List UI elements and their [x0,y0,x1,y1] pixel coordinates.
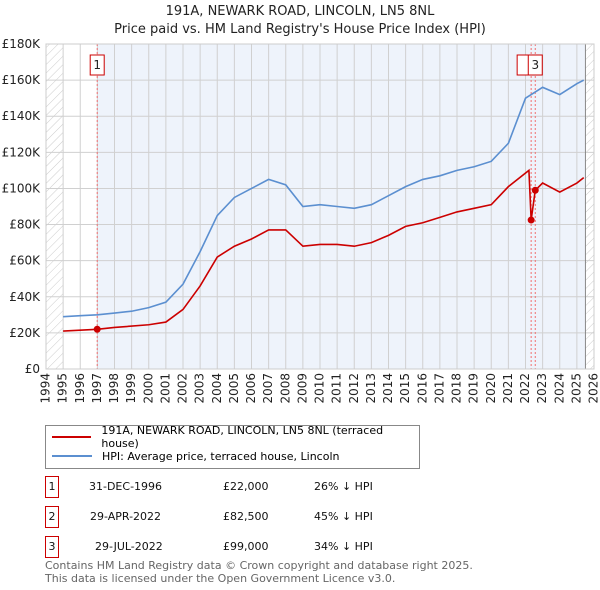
x-tick-label: 1997 [90,373,104,404]
legend: 191A, NEWARK ROAD, LINCOLN, LN5 8NL (ter… [45,424,420,469]
x-tick-label: 2014 [381,373,395,404]
transaction-hpi: 45% ↓ HPI [314,510,373,523]
transaction-badge: 1 [45,476,59,498]
sale-point [531,186,539,194]
x-tick-label: 1995 [56,373,70,404]
y-tick-label: £140K [2,109,42,123]
transaction-row: 2 29-APR-2022 £82,500 45% ↓ HPI [45,506,545,528]
hatch-left [46,44,64,369]
x-tick-label: 2015 [398,373,412,404]
footer-copyright: Contains HM Land Registry data © Crown c… [45,559,473,572]
y-tick-label: £60K [9,254,41,268]
chart-subtitle: Price paid vs. HM Land Registry's House … [114,22,486,37]
x-tick-label: 2017 [432,373,446,404]
plot-border [45,43,595,370]
hatch-right [585,44,594,369]
transaction-price: £22,000 [223,480,269,493]
x-tick-label: 2006 [244,373,258,404]
x-tick-label: 2022 [518,373,532,404]
x-tick-label: 2019 [467,373,481,404]
sale-badge-label: 3 [531,58,539,72]
y-tick-label: £0 [25,362,40,376]
series-line [63,79,585,318]
x-tick-label: 2024 [552,373,566,404]
transaction-date: 29-APR-2022 [90,510,162,523]
x-tick-label: 2003 [193,373,207,404]
legend-swatch-hpi [52,455,92,457]
y-tick-label: £160K [2,73,42,87]
legend-label-price: 191A, NEWARK ROAD, LINCOLN, LN5 8NL (ter… [101,424,384,450]
legend-label-hpi: HPI: Average price, terraced house, Linc… [102,449,340,463]
y-tick-label: £180K [2,37,42,51]
x-tick-label: 2023 [535,373,549,404]
transaction-badge: 2 [45,506,59,528]
x-tick-label: 2021 [501,373,515,404]
series-line [63,168,585,332]
transaction-hpi: 34% ↓ HPI [314,540,373,553]
y-tick-label: £80K [9,218,41,232]
y-tick-label: £20K [9,326,41,340]
transaction-row: 3 29-JUL-2022 £99,000 34% ↓ HPI [45,536,545,558]
transaction-price: £82,500 [223,510,269,523]
x-tick-label: 2016 [415,373,429,404]
sale-point [527,216,535,224]
footer-licence: This data is licensed under the Open Gov… [45,572,396,585]
transaction-row: 1 31-DEC-1996 £22,000 26% ↓ HPI [45,476,545,498]
x-tick-label: 2008 [278,373,292,404]
transaction-date: 31-DEC-1996 [89,480,163,493]
x-tick-label: 2005 [227,373,241,404]
transaction-hpi: 26% ↓ HPI [314,480,373,493]
x-tick-label: 1994 [39,373,53,404]
x-tick-label: 2013 [364,373,378,404]
transaction-date: 29-JUL-2022 [95,540,163,553]
chart-title: 191A, NEWARK ROAD, LINCOLN, LN5 8NL [165,4,435,19]
x-tick-label: 2001 [158,373,172,404]
x-tick-label: 2011 [330,373,344,404]
x-tick-label: 2025 [569,373,583,404]
x-tick-label: 2010 [313,373,327,404]
y-tick-label: £100K [2,181,42,195]
y-tick-label: £120K [2,145,42,159]
x-tick-label: 2018 [450,373,464,404]
transaction-badge: 3 [45,536,59,558]
x-tick-label: 2020 [484,373,498,404]
sale-badge [527,54,543,76]
sale-point [93,325,101,333]
sale-badge [89,54,105,76]
x-tick-label: 2004 [210,373,224,404]
x-tick-label: 2007 [261,373,275,404]
x-tick-label: 2000 [141,373,155,404]
x-tick-label: 2009 [295,373,309,404]
x-tick-label: 1999 [124,373,138,404]
x-tick-label: 2026 [587,373,600,404]
price-chart: 1994 1995 1996 1997 1998 1999 2000 2001 2002 2003… [2,37,600,404]
legend-swatch-price [52,436,92,438]
x-tick-label: 2002 [176,373,190,404]
x-tick-label: 1998 [107,373,121,404]
x-tick-label: 2012 [347,373,361,404]
transaction-price: £99,000 [223,540,269,553]
x-tick-label: 1996 [73,373,87,404]
sale-badge-label: 1 [93,58,101,72]
y-tick-label: £40K [9,290,41,304]
